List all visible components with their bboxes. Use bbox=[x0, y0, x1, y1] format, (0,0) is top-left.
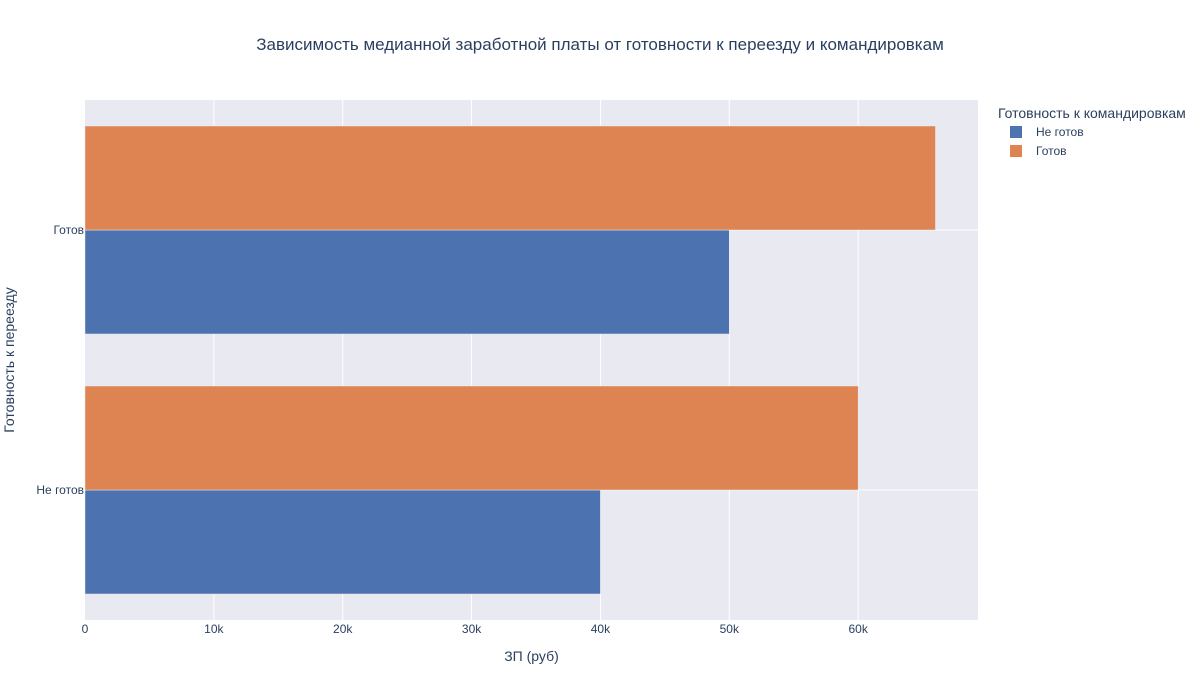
y-tick-label: Не готов bbox=[36, 483, 84, 497]
bar bbox=[84, 125, 936, 231]
x-tick-label: 50k bbox=[720, 622, 740, 636]
x-tick-label: 40k bbox=[591, 622, 611, 636]
legend: Готовность к командировкам Не готов Готов bbox=[998, 105, 1186, 158]
bar bbox=[84, 229, 730, 335]
legend-swatch bbox=[1010, 126, 1022, 138]
legend-label: Готов bbox=[1036, 144, 1067, 158]
chart-title: Зависимость медианной заработной платы о… bbox=[256, 35, 944, 54]
x-tick-label: 60k bbox=[848, 622, 868, 636]
x-tick-labels: 0 10k 20k 30k 40k 50k 60k bbox=[82, 622, 869, 636]
y-tick-label: Готов bbox=[53, 223, 84, 237]
x-tick-label: 30k bbox=[462, 622, 482, 636]
bar bbox=[84, 489, 601, 595]
x-tick-label: 10k bbox=[204, 622, 224, 636]
y-axis-title: Готовность к переезду bbox=[1, 287, 17, 432]
x-tick-label: 20k bbox=[333, 622, 353, 636]
bar bbox=[84, 385, 859, 491]
x-tick-label: 0 bbox=[82, 622, 89, 636]
bars bbox=[84, 125, 936, 595]
legend-label: Не готов bbox=[1036, 125, 1084, 139]
legend-items: Не готов Готов bbox=[1010, 125, 1084, 158]
legend-swatch bbox=[1010, 145, 1022, 157]
x-axis-title: ЗП (руб) bbox=[504, 648, 559, 664]
y-tick-labels: Не готов Готов bbox=[36, 223, 84, 497]
legend-title: Готовность к командировкам bbox=[998, 105, 1186, 121]
